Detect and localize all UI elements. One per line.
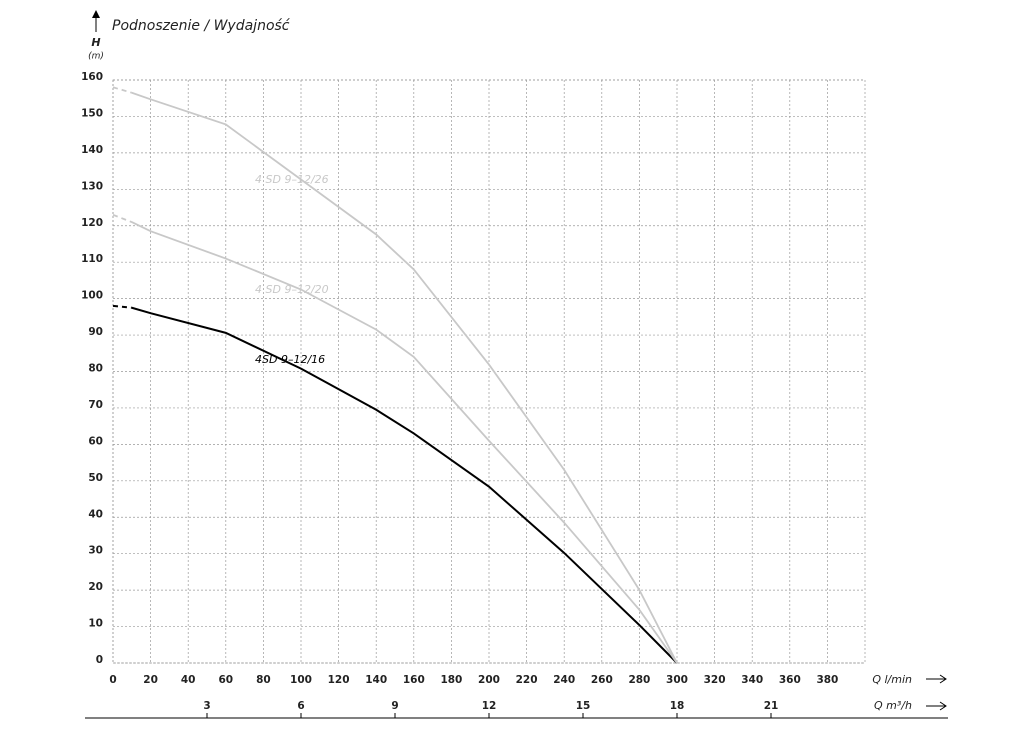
series-label: 4SD 9–12/16: [255, 353, 325, 366]
x-label: Q l/min: [872, 673, 912, 686]
y-tick-label: 0: [96, 654, 103, 666]
y-tick-label: 120: [81, 217, 103, 229]
x-tick-label: 360: [779, 674, 801, 686]
x-tick-label: 300: [666, 674, 688, 686]
y-tick-label: 100: [81, 290, 103, 302]
x-tick-label: 120: [328, 674, 350, 686]
x-tick-label: 140: [365, 674, 387, 686]
x-tick-label: 200: [478, 674, 500, 686]
y-tick-label: 90: [88, 326, 103, 338]
y-tick-label: 10: [88, 618, 103, 630]
series-label: 4 SD 9–12/26: [255, 173, 329, 186]
x-tick-label: 220: [516, 674, 538, 686]
chart-title: Podnoszenie / Wydajność: [112, 18, 291, 34]
x-tick-label: 80: [256, 674, 271, 686]
x2-tick-label: 6: [297, 700, 304, 712]
y-unit: (m): [88, 52, 104, 62]
x-tick-label: 40: [181, 674, 196, 686]
x2-tick-label: 21: [764, 700, 779, 712]
x-tick-label: 100: [290, 674, 312, 686]
y-tick-label: 20: [88, 581, 103, 593]
x-tick-label: 0: [109, 674, 116, 686]
x2-arrow: [926, 701, 947, 711]
x2-tick-label: 9: [391, 700, 398, 712]
x-tick-label: 180: [440, 674, 462, 686]
y-tick-label: 40: [88, 508, 103, 520]
y-tick-label: 30: [88, 545, 103, 557]
y-tick-label: 150: [81, 107, 103, 119]
x2-tick-label: 18: [670, 700, 685, 712]
y-arrow-head: [92, 10, 100, 18]
y-tick-label: 80: [88, 363, 103, 375]
y-tick-label: 70: [88, 399, 103, 411]
curve-start: [112, 304, 132, 309]
y-tick-label: 140: [81, 144, 103, 156]
x2-tick-label: 15: [576, 700, 591, 712]
curve: [131, 306, 678, 664]
y-tick-label: 50: [88, 472, 103, 484]
x-tick-label: 160: [403, 674, 425, 686]
x-tick-label: 240: [553, 674, 575, 686]
x-tick-label: 380: [816, 674, 838, 686]
y-tick-label: 160: [81, 71, 103, 83]
x-tick-label: 20: [143, 674, 158, 686]
x-tick-label: 340: [741, 674, 763, 686]
curve: [131, 221, 678, 664]
x-tick-label: 260: [591, 674, 613, 686]
series-label: 4 SD 9–12/20: [255, 283, 329, 296]
curve-start: [112, 86, 133, 94]
x-tick-label: 280: [628, 674, 650, 686]
x2-tick-label: 3: [203, 700, 210, 712]
curve-start: [112, 213, 133, 223]
y-tick-label: 60: [88, 435, 103, 447]
y-tick-label: 130: [81, 180, 103, 192]
y-label: H: [91, 36, 100, 49]
x-tick-label: 320: [704, 674, 726, 686]
x-arrow: [926, 674, 947, 684]
x2-tick-label: 12: [482, 700, 497, 712]
x2-label: Q m³/h: [874, 699, 912, 712]
x-tick-label: 60: [218, 674, 233, 686]
curve: [131, 91, 678, 664]
y-tick-label: 110: [81, 253, 103, 265]
